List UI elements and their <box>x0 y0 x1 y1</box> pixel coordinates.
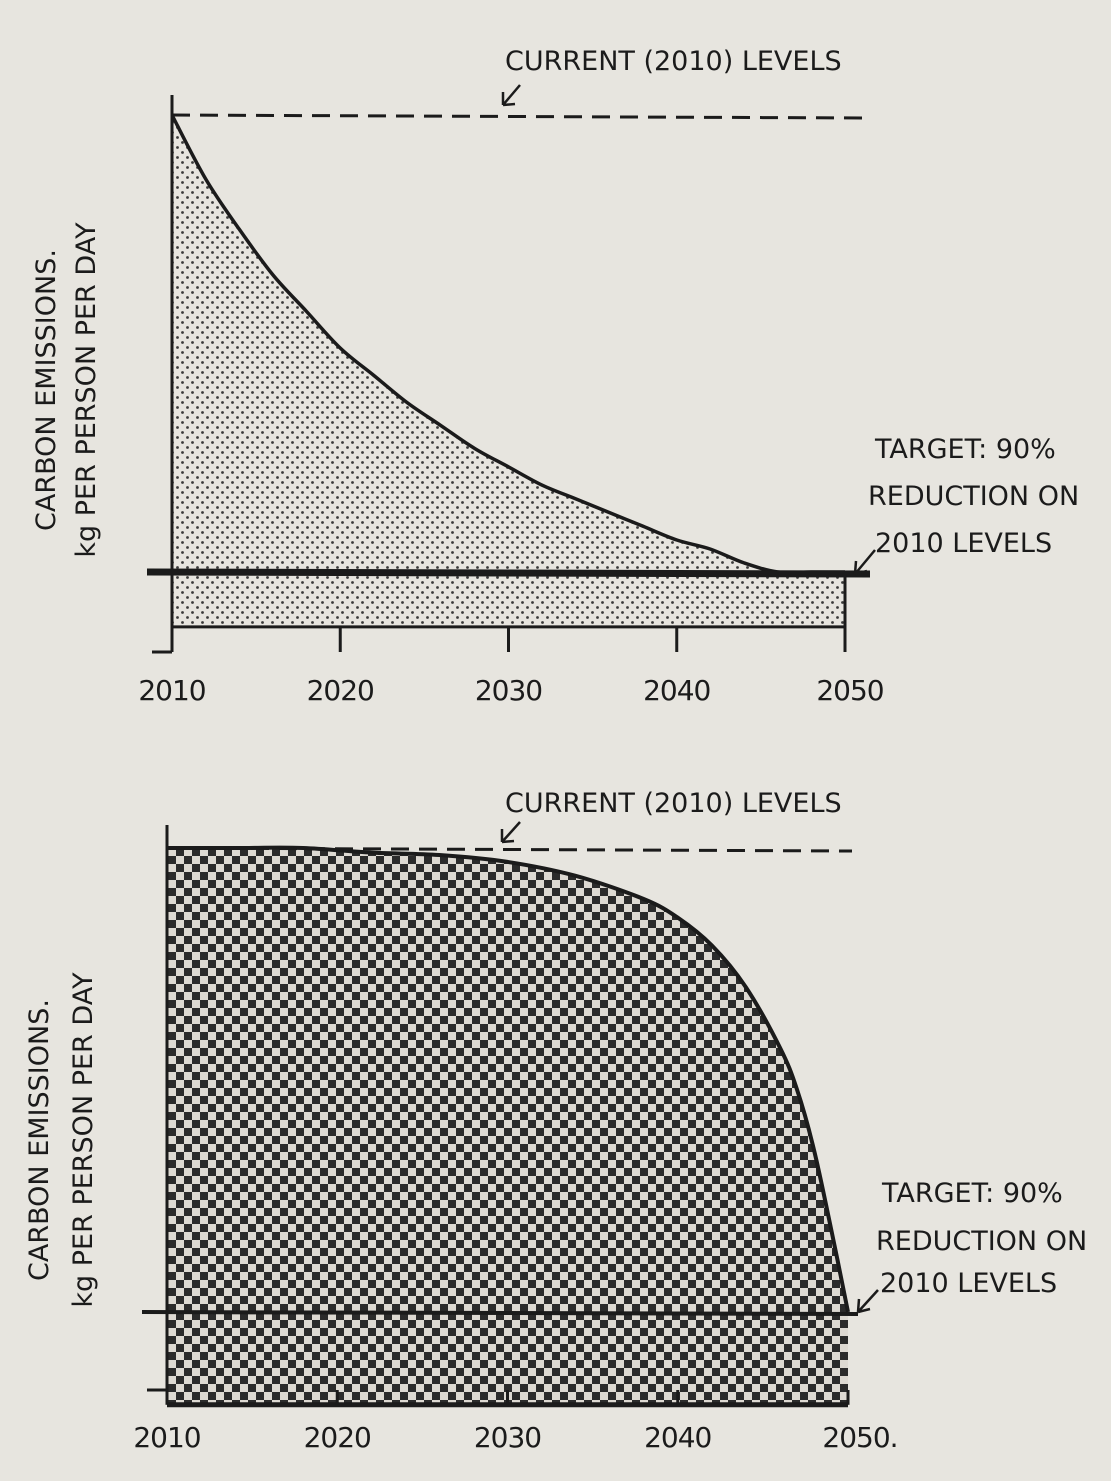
chart-1-x-tick-label: 2010 <box>138 674 205 707</box>
chart-bottom-area <box>167 847 848 1405</box>
chart-2-x-tick-label: 2050. <box>822 1421 897 1454</box>
chart-bottom-current-level-line <box>166 846 853 853</box>
chart-1-x-tick-label: 2040 <box>643 674 710 707</box>
chart-top-target-label-line1: TARGET: 90% <box>874 434 1056 465</box>
chart-2-x-tick-label: 2020 <box>304 1421 371 1454</box>
chart-2-x-tick-label: 2040 <box>644 1421 711 1454</box>
chart-bottom: 2010 2020 2030 2040 2050. CARBON EMISSIONS. … <box>24 788 1087 1454</box>
chart-top-series-line <box>170 114 845 575</box>
chart-top-target-label-line2: REDUCTION ON <box>868 481 1079 512</box>
chart-1-x-tick-label: 2020 <box>307 674 374 707</box>
chart-top-target-arrow <box>853 549 876 576</box>
chart-bottom-target-line <box>141 1310 859 1316</box>
chart-bottom-ticks: 2010 2020 2030 2040 2050. <box>133 1390 899 1454</box>
chart-top-current-label: CURRENT (2010) LEVELS <box>505 46 842 77</box>
chart-2-x-tick-label: 2030 <box>474 1421 541 1454</box>
chart-top-ylabel-line1: CARBON EMISSIONS. <box>31 249 62 531</box>
chart-1-x-tick-label: 2050 <box>816 674 883 707</box>
chart-top-ticks: 2010 2020 2030 2040 2050 <box>138 626 885 707</box>
chart-bottom-target-label-line2: REDUCTION ON <box>876 1226 1087 1257</box>
chart-top-target-label-line3: 2010 LEVELS <box>875 528 1052 559</box>
chart-1-x-tick-label: 2030 <box>475 674 542 707</box>
chart-bottom-ylabel-line2: kg PER PERSON PER DAY <box>68 972 99 1308</box>
chart-top-area <box>172 115 845 627</box>
chart-bottom-current-arrow <box>500 821 521 844</box>
chart-bottom-target-label-line1: TARGET: 90% <box>881 1178 1063 1209</box>
chart-top-current-level-line <box>171 113 863 120</box>
chart-bottom-target-label-line3: 2010 LEVELS <box>880 1268 1057 1299</box>
chart-top: 2010 2020 2030 2040 2050 CARBON EMISSIONS. k… <box>31 46 1079 707</box>
chart-bottom-target-arrow <box>856 1289 879 1314</box>
chart-top-current-arrow <box>501 84 521 107</box>
chart-2-x-tick-label: 2010 <box>133 1421 200 1454</box>
chart-top-target-line <box>146 568 871 578</box>
chart-bottom-ylabel-line1: CARBON EMISSIONS. <box>24 999 55 1281</box>
chart-top-ylabel-line2: kg PER PERSON PER DAY <box>71 222 102 558</box>
chart-bottom-current-label: CURRENT (2010) LEVELS <box>505 788 842 819</box>
chart-bottom-series-line <box>167 845 850 1313</box>
